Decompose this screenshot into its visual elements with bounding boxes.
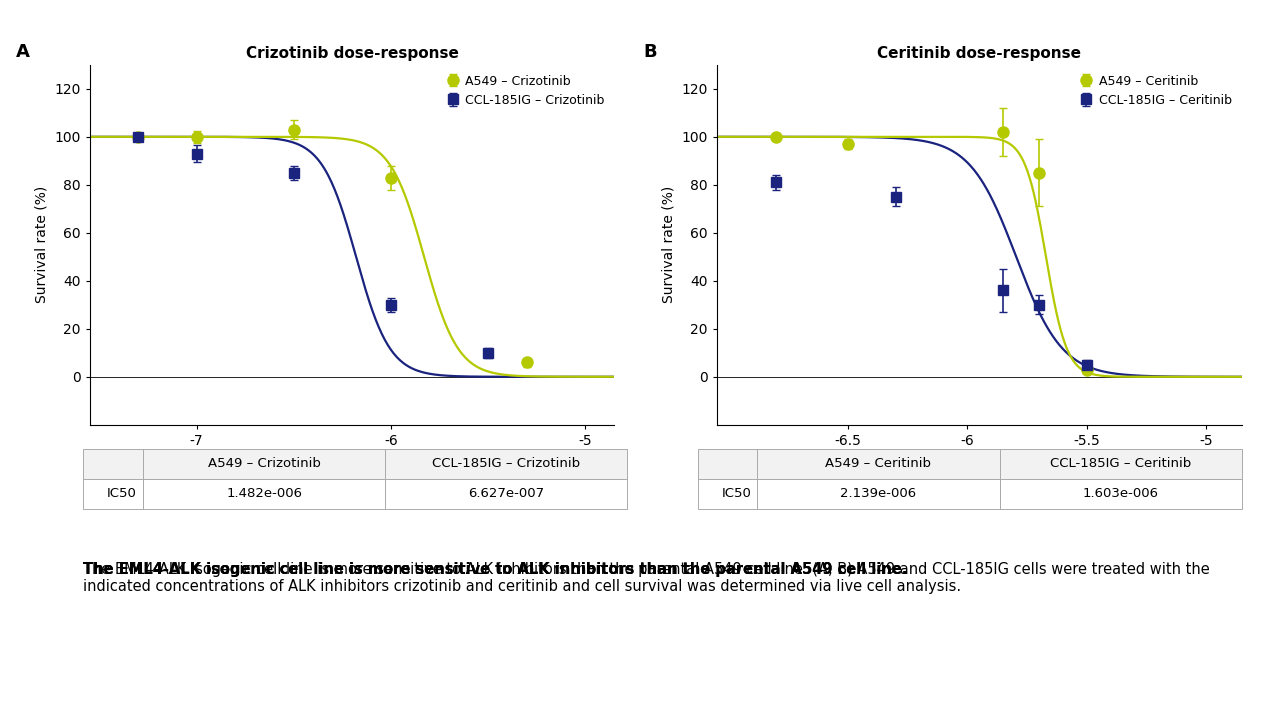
Text: The EML4-ALK isogenic cell line is more sensitive to ALK inhibitors than the par: The EML4-ALK isogenic cell line is more … [83,562,1210,594]
Text: The EML4-ALK isogenic cell line is more sensitive to ALK inhibitors than the par: The EML4-ALK isogenic cell line is more … [83,562,908,577]
Y-axis label: Survival rate (%): Survival rate (%) [35,186,49,303]
Legend: A549 – Crizotinib, CCL-185IG – Crizotinib: A549 – Crizotinib, CCL-185IG – Crizotini… [443,71,608,111]
Text: B: B [644,43,657,61]
Title: Crizotinib dose-response: Crizotinib dose-response [246,46,458,61]
Y-axis label: Survival rate (%): Survival rate (%) [662,186,676,303]
Legend: A549 – Ceritinib, CCL-185IG – Ceritinib: A549 – Ceritinib, CCL-185IG – Ceritinib [1076,71,1235,111]
X-axis label: log dose of drug [M]: log dose of drug [M] [909,454,1050,467]
X-axis label: log dose of drug [M]: log dose of drug [M] [282,454,422,467]
Title: Ceritinib dose-response: Ceritinib dose-response [877,46,1082,61]
Text: A: A [17,43,29,61]
Text: The EML4-ALK isogenic cell line is more sensitive to ALK inhibitors than the par: The EML4-ALK isogenic cell line is more … [83,562,908,577]
